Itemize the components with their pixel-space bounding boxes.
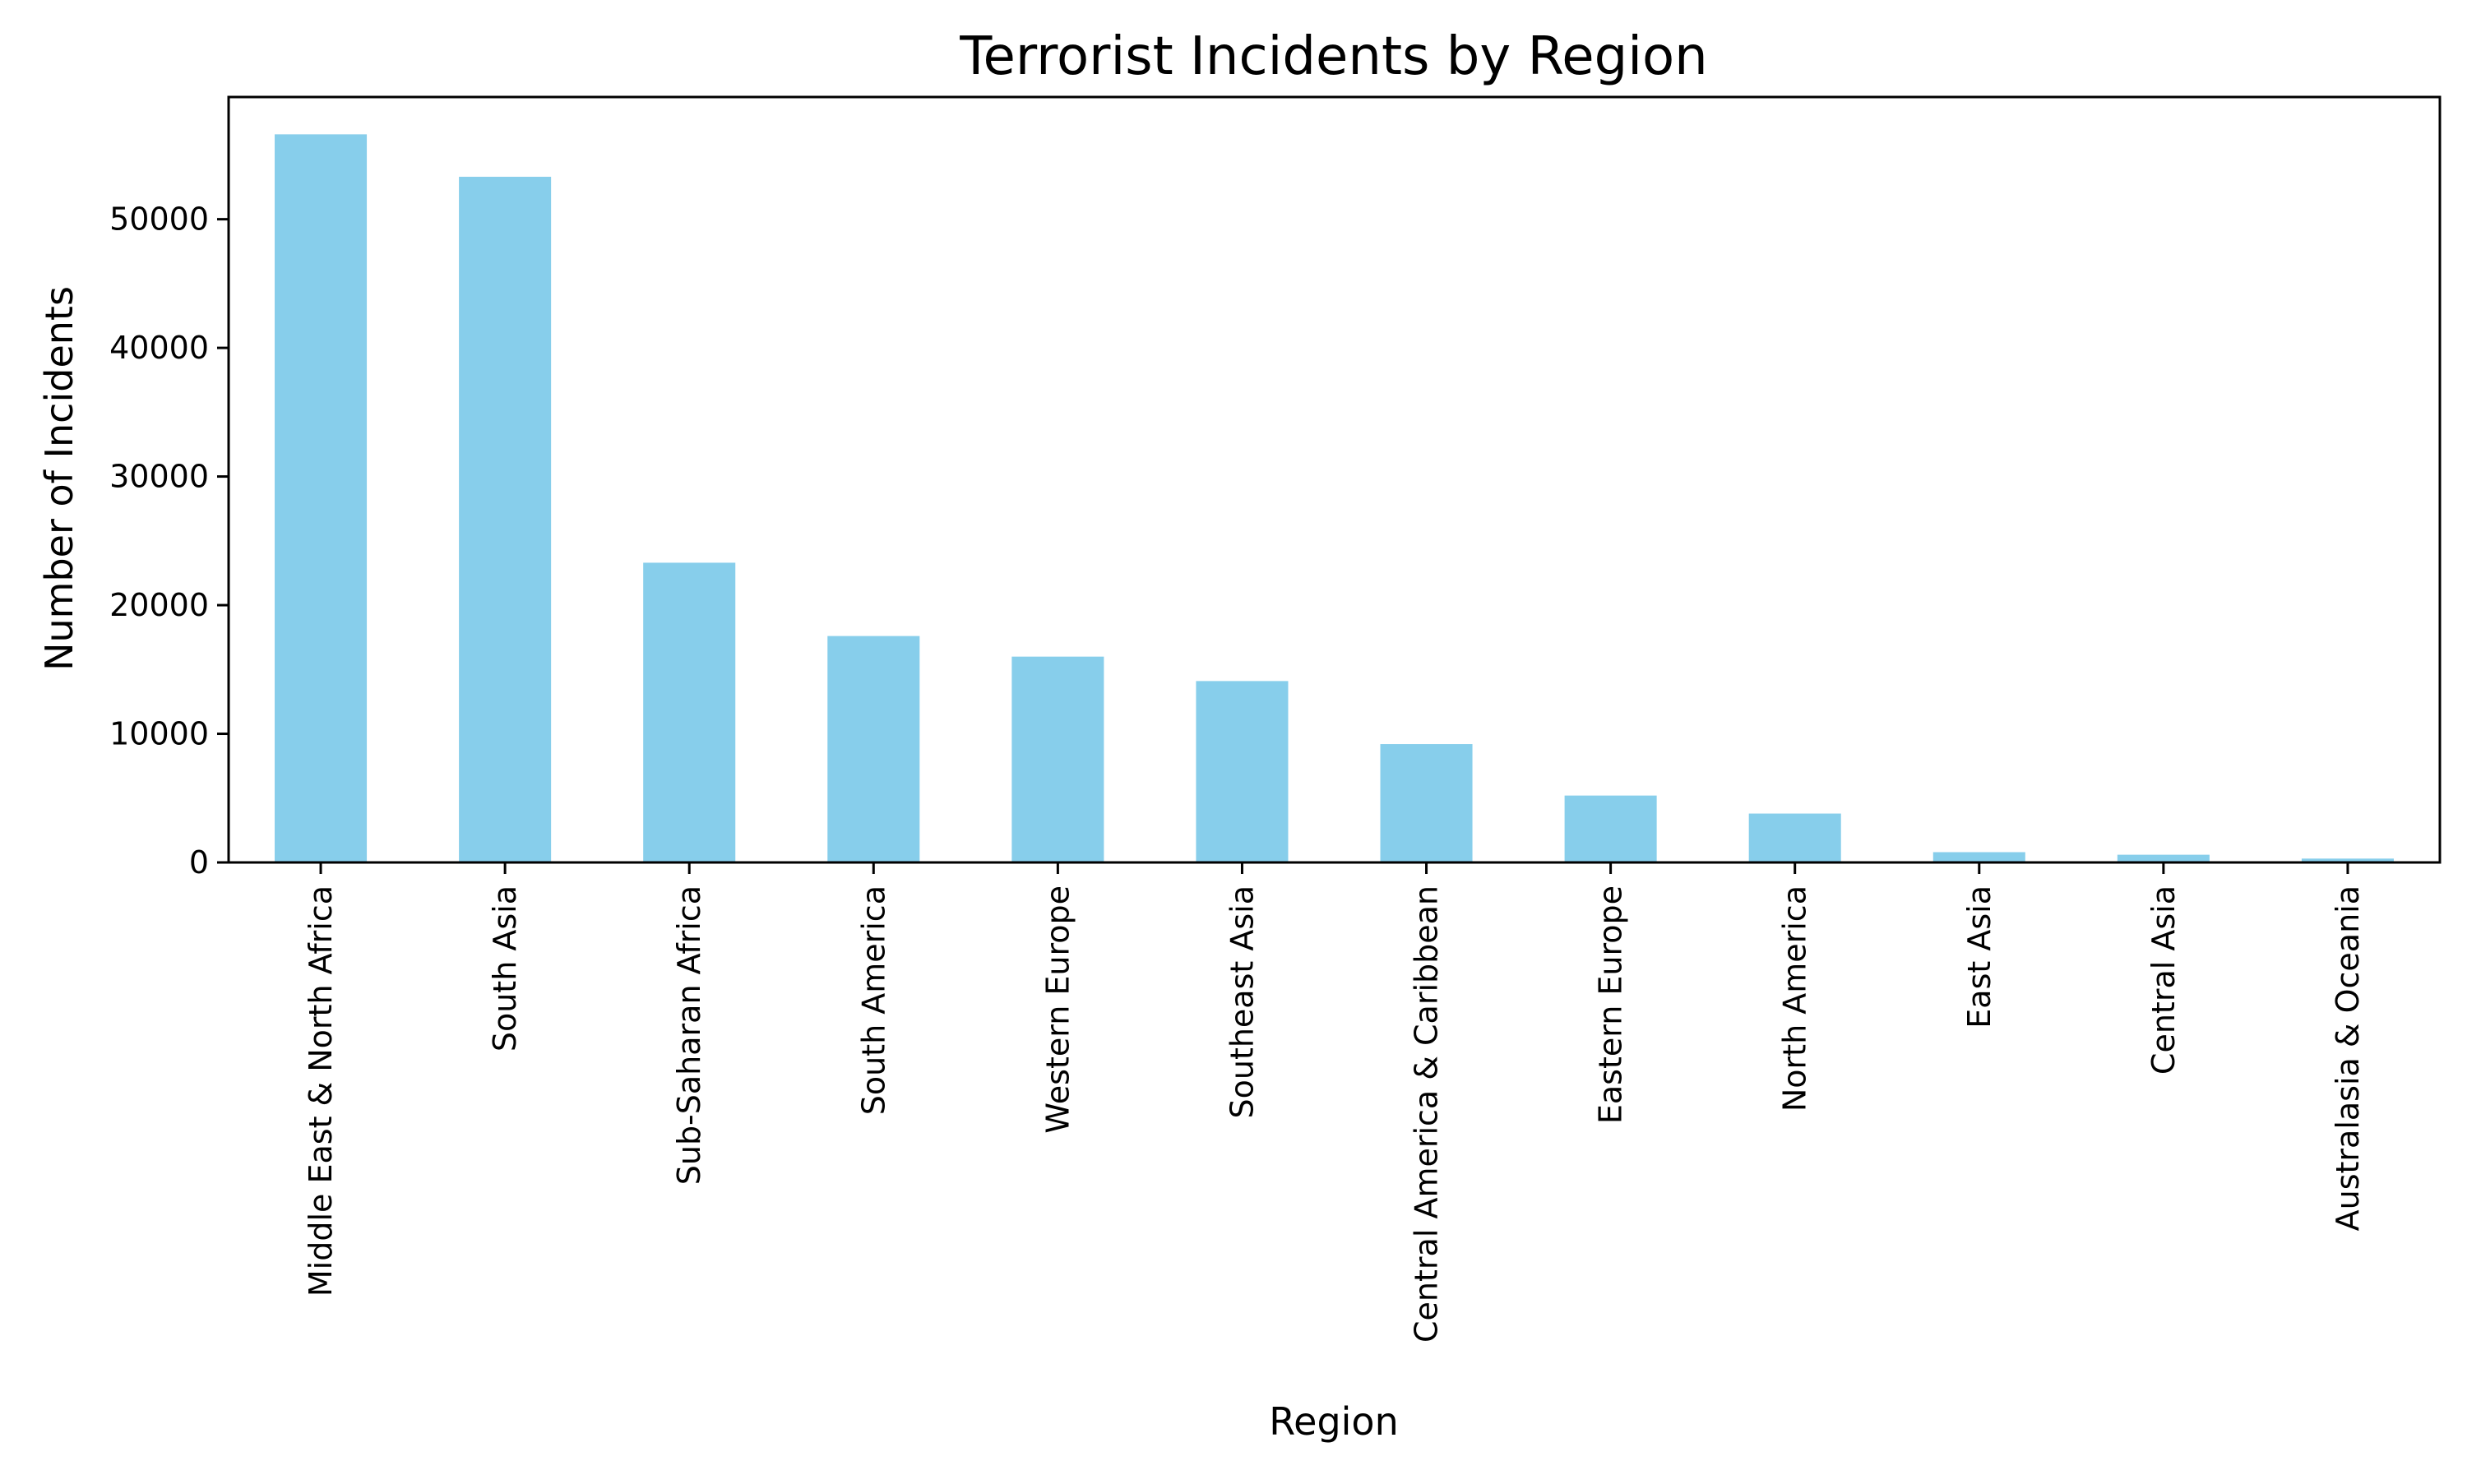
x-tick-label: East Asia (1961, 885, 1997, 1029)
x-tick-label: Sub-Saharan Africa (671, 885, 707, 1185)
x-tick-label: South Asia (487, 885, 523, 1052)
bar-0 (275, 134, 368, 862)
bar-7 (1564, 795, 1657, 862)
y-tick-label: 30000 (109, 459, 209, 495)
x-tick-label: Eastern Europe (1593, 885, 1629, 1124)
bar-8 (1748, 813, 1841, 862)
x-tick-label: Central America & Caribbean (1409, 885, 1445, 1343)
bar-2 (643, 562, 736, 862)
x-axis-label: Region (1269, 1399, 1398, 1444)
x-tick-label: South America (855, 885, 891, 1115)
y-axis-label: Number of Incidents (37, 286, 81, 671)
bar-9 (1932, 852, 2025, 862)
bar-4 (1011, 656, 1104, 862)
y-tick-label: 50000 (109, 201, 209, 238)
y-tick-label: 10000 (109, 716, 209, 752)
y-axis-ticks: 0 10000 20000 30000 40000 50000 (109, 201, 229, 881)
x-tick-label: Western Europe (1039, 885, 1076, 1134)
bar-6 (1380, 744, 1473, 862)
x-axis-ticks: Middle East & North Africa South Asia Sub-… (303, 862, 2366, 1343)
x-tick-label: Australasia & Oceania (2330, 885, 2366, 1231)
plot-frame (227, 95, 2442, 864)
x-tick-label: Southeast Asia (1224, 885, 1260, 1119)
x-tick-label: Central Asia (2145, 885, 2182, 1075)
bar-3 (827, 636, 920, 862)
x-tick-label: Middle East & North Africa (303, 885, 339, 1297)
bars-group (275, 134, 2394, 862)
y-tick-label: 20000 (109, 587, 209, 623)
bar-1 (459, 177, 552, 862)
bar-5 (1196, 681, 1289, 862)
bar-11 (2301, 858, 2394, 862)
y-tick-label: 0 (189, 844, 209, 881)
chart-title: Terrorist Incidents by Region (959, 26, 1707, 87)
x-tick-label: North America (1777, 885, 1813, 1112)
bar-10 (2117, 854, 2210, 862)
y-tick-label: 40000 (109, 330, 209, 366)
